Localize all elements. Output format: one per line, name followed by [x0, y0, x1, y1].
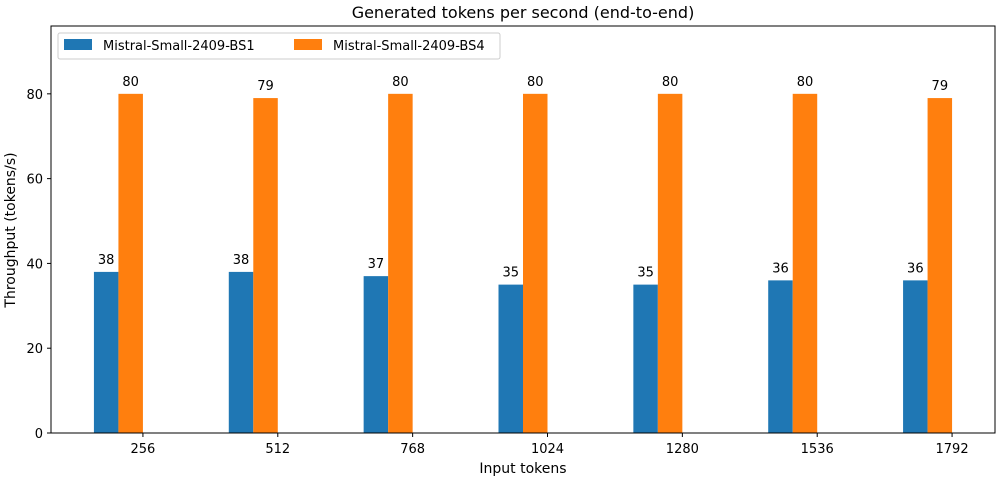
x-tick-label: 1280 — [666, 442, 699, 457]
x-axis: 256 512 768 1024 1280 1536 1792 — [131, 433, 969, 457]
plot-area: 38 80 38 79 37 80 35 80 35 80 36 80 36 79 — [93, 75, 953, 434]
legend-swatch — [64, 39, 92, 50]
legend: Mistral-Small-2409-BS1 Mistral-Small-2409… — [57, 32, 501, 60]
y-axis-label: Throughput (tokens/s) — [3, 152, 19, 308]
y-tick-label: 80 — [26, 88, 43, 103]
data-label: 38 — [98, 253, 115, 268]
x-tick-label: 256 — [131, 442, 156, 457]
bar-2-256 — [118, 93, 143, 433]
data-label: 80 — [527, 75, 544, 90]
y-tick-label: 60 — [26, 173, 43, 188]
y-tick-label: 40 — [26, 257, 43, 272]
legend-box — [57, 32, 501, 60]
data-label: 80 — [797, 75, 814, 90]
data-label: 36 — [772, 261, 789, 276]
x-tick-label: 1536 — [801, 442, 834, 457]
bar-1-512 — [228, 271, 254, 433]
bar-2-1280 — [657, 93, 683, 433]
y-tick-label: 0 — [35, 427, 43, 442]
bar-1-256 — [93, 271, 119, 433]
bar-1-1280 — [633, 284, 658, 433]
bar-2-1024 — [523, 93, 548, 433]
y-tick-label: 20 — [26, 342, 43, 357]
bar-2-1792 — [927, 98, 953, 434]
x-tick-label: 512 — [265, 442, 290, 457]
bar-2-768 — [388, 93, 413, 433]
chart-title: Generated tokens per second (end-to-end) — [352, 3, 695, 22]
x-axis-label: Input tokens — [479, 461, 566, 477]
x-tick-label: 768 — [400, 442, 425, 457]
data-label: 79 — [257, 79, 274, 94]
legend-label: Mistral-Small-2409-BS4 — [333, 39, 485, 54]
data-label: 79 — [932, 79, 949, 94]
data-label: 37 — [368, 257, 385, 272]
legend-label: Mistral-Small-2409-BS1 — [103, 39, 255, 54]
plot-frame — [50, 25, 996, 434]
y-axis: 0 20 40 60 80 — [26, 88, 51, 442]
data-label: 80 — [392, 75, 409, 90]
x-tick-label: 1024 — [531, 442, 564, 457]
data-label: 80 — [122, 75, 139, 90]
bar-1-768 — [363, 276, 389, 433]
data-label: 35 — [637, 266, 654, 281]
legend-swatch — [294, 39, 322, 50]
bar-1-1536 — [768, 280, 793, 433]
data-label: 38 — [233, 253, 250, 268]
data-label: 36 — [907, 261, 924, 276]
data-label: 35 — [502, 266, 519, 281]
x-tick-label: 1792 — [936, 442, 969, 457]
bar-1-1024 — [498, 284, 523, 433]
bar-1-1792 — [903, 280, 928, 433]
bar-2-512 — [253, 98, 278, 434]
data-label: 80 — [662, 75, 679, 90]
bar-2-1536 — [792, 93, 818, 433]
